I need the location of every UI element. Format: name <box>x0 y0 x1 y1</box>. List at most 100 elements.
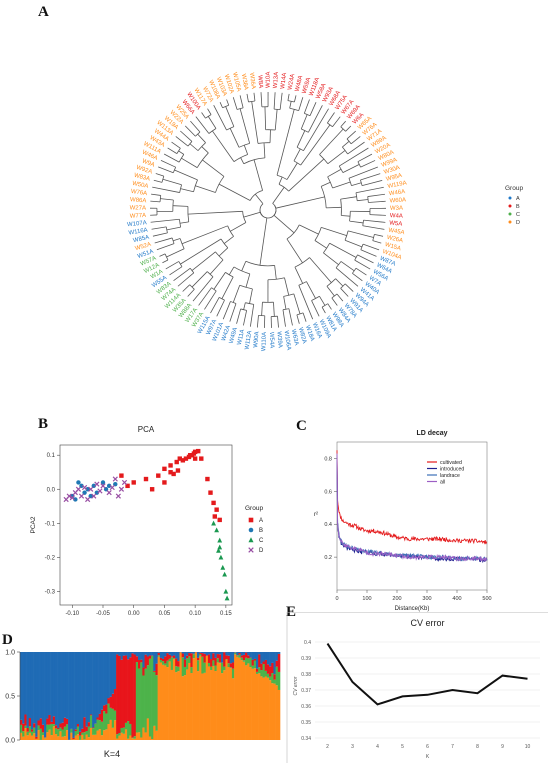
tree-branch <box>172 205 188 207</box>
ancestry-bar <box>164 652 167 657</box>
ancestry-bar <box>122 733 126 740</box>
data-point <box>78 493 85 499</box>
tree-branch <box>294 95 297 103</box>
tree-branch <box>367 193 385 197</box>
x-tick-label: 200 <box>392 596 401 602</box>
ancestry-bar <box>216 658 220 663</box>
ancestry-bar <box>212 652 215 654</box>
tree-arc <box>340 126 346 132</box>
ancestry-bar <box>26 652 30 728</box>
plot-frame <box>59 444 233 606</box>
tree-branch <box>212 130 235 162</box>
ancestry-bar <box>251 652 255 660</box>
tree-arc <box>187 141 193 147</box>
tree-branch <box>272 187 285 204</box>
ancestry-bar <box>129 735 132 740</box>
tree-branch <box>179 221 189 224</box>
ancestry-bar <box>188 652 191 654</box>
ancestry-bar <box>146 718 150 740</box>
ancestry-bar <box>20 724 23 733</box>
ancestry-bar <box>218 654 222 663</box>
ancestry-bar <box>39 728 43 740</box>
ancestry-bar <box>159 659 163 663</box>
x-tick-label: 400 <box>452 596 461 602</box>
panel-label-a: A <box>38 4 49 20</box>
ancestry-bar <box>129 657 132 724</box>
ancestry-bar <box>166 653 169 661</box>
ancestry-bar <box>238 652 241 654</box>
tree-arc <box>259 209 277 219</box>
tree-arc <box>206 271 214 278</box>
tree-arc <box>233 154 248 162</box>
x-tick-label: 2 <box>326 744 329 750</box>
ancestry-bar <box>249 667 252 740</box>
ancestry-bar <box>223 666 226 671</box>
leaf-label: W85A <box>133 235 150 244</box>
ancestry-bar <box>172 652 176 656</box>
ancestry-bar <box>192 658 196 740</box>
ancestry-bar <box>87 652 91 723</box>
ancestry-bar <box>196 671 200 740</box>
tree-arc <box>331 293 338 299</box>
tree-branch <box>216 299 225 317</box>
ancestry-bar <box>221 652 224 663</box>
ancestry-bar <box>74 729 78 732</box>
y-tick-label: 0.37 <box>301 688 311 694</box>
panel-label-d: D <box>2 632 13 648</box>
tree-arc <box>161 175 165 183</box>
y-tick-label: 0.38 <box>301 672 311 678</box>
ancestry-bar <box>120 727 123 733</box>
tree-branch <box>348 166 379 179</box>
tree-branch <box>192 276 214 302</box>
tree-arc <box>357 161 361 168</box>
ancestry-bar <box>24 714 27 726</box>
tree-arc <box>348 178 352 186</box>
ancestry-bar <box>61 722 64 730</box>
tree-branch <box>218 247 229 257</box>
cluster-block-green <box>135 652 158 740</box>
tree-arc <box>314 227 322 241</box>
ancestry-bar <box>65 730 69 740</box>
ancestry-bar <box>135 656 139 663</box>
tree-arc <box>286 224 300 240</box>
ancestry-bar <box>210 659 213 667</box>
ancestry-bar <box>63 652 67 718</box>
ancestry-bar <box>181 653 185 658</box>
leaf-label: W86A <box>130 197 147 204</box>
tree-branch <box>327 150 346 165</box>
tree-branch <box>293 293 301 315</box>
tree-branch <box>246 93 249 103</box>
legend-label: all <box>440 480 445 486</box>
ancestry-bar <box>92 734 95 740</box>
ancestry-bar <box>157 652 161 656</box>
tree-branch <box>289 101 292 109</box>
tree-branch <box>360 173 381 181</box>
ancestry-bar <box>105 713 108 730</box>
ancestry-bar <box>190 652 193 654</box>
x-tick-label: -0.10 <box>65 611 79 617</box>
tree-branch <box>368 200 386 203</box>
ancestry-bar <box>207 652 211 655</box>
ancestry-bar <box>247 652 250 656</box>
panel-label-c: C <box>296 418 307 434</box>
ancestry-bar <box>137 659 141 669</box>
tree-branch <box>260 92 263 107</box>
legend-title: Group <box>245 505 263 512</box>
series-line-all <box>336 453 488 563</box>
tree-arc <box>236 107 244 110</box>
ancestry-bar <box>240 660 244 740</box>
ancestry-bar <box>59 652 62 724</box>
tree-arc <box>296 312 304 316</box>
ancestry-bar <box>251 665 255 669</box>
ancestry-bar <box>225 659 228 660</box>
ancestry-bar <box>76 734 80 740</box>
tree-arc <box>326 278 336 287</box>
ancestry-bar <box>203 662 207 673</box>
tree-branch <box>274 109 278 131</box>
ancestry-bar <box>35 739 38 740</box>
ancestry-bar <box>240 655 244 658</box>
tree-branch <box>180 188 194 193</box>
leaf-label: W46A <box>389 189 406 197</box>
series-A <box>119 448 222 523</box>
data-point <box>196 448 201 454</box>
